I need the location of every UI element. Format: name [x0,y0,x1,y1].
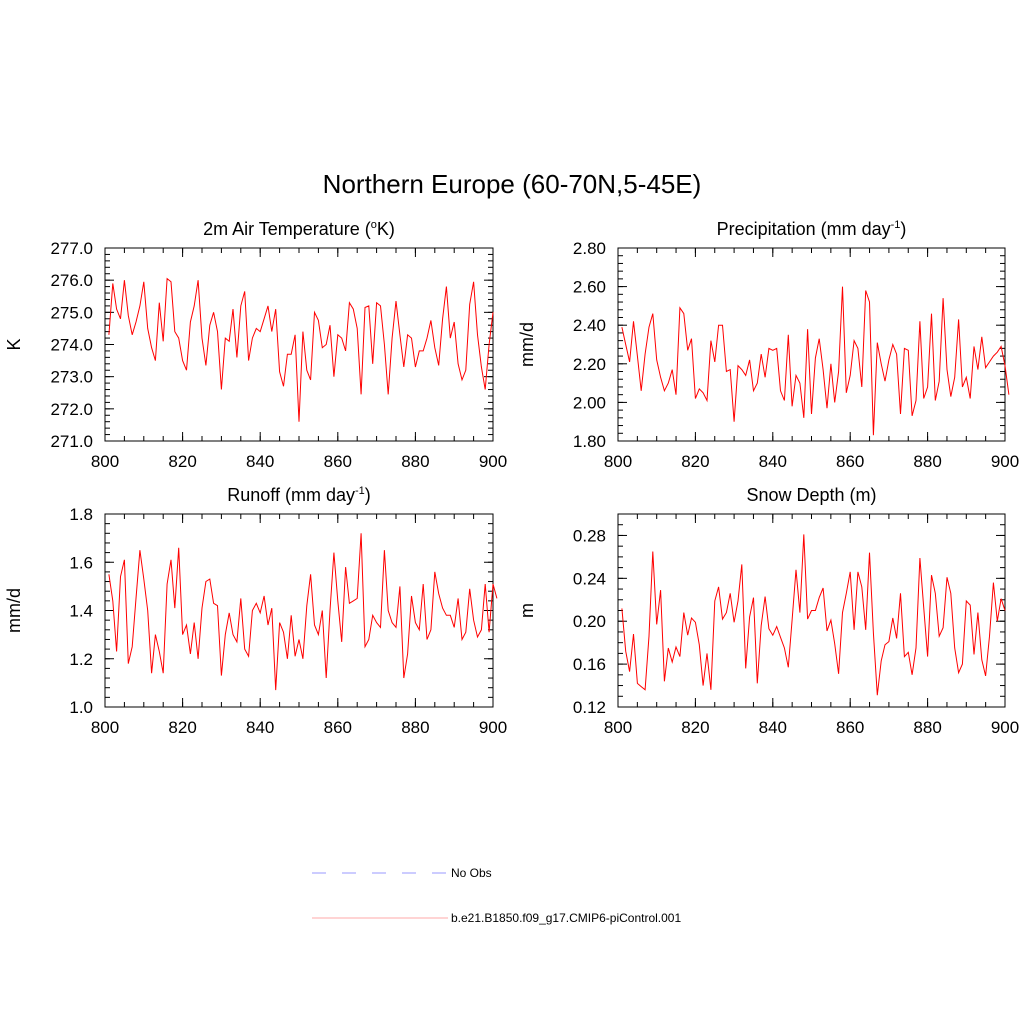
x-tick-label: 860 [324,718,352,737]
x-tick-label: 880 [401,452,429,471]
y-tick-label: 0.12 [573,698,606,717]
x-tick-label: 860 [324,452,352,471]
panel-temperature: 2m Air Temperature (oK) K 271.0 272.0 273.0 2… [4,219,507,471]
x-tick-label: 880 [913,718,941,737]
y-tick-label: 277.0 [50,239,93,258]
panel-snow-depth: Snow Depth (m) m 0.12 0.16 0.20 0.24 0.28 800 82… [517,485,1019,737]
y-tick-label: 271.0 [50,432,93,451]
legend: No Obs b.e21.B1850.f09_g17.CMIP6-piContr… [312,866,681,925]
x-tick-label: 840 [759,718,787,737]
x-tick-label: 800 [91,718,119,737]
y-tick-label: 272.0 [50,400,93,419]
y-tick-label: 2.80 [573,239,606,258]
panel-title: Precipitation (mm day-1) [717,219,907,239]
y-tick-label: 275.0 [50,303,93,322]
x-tick-label: 860 [836,452,864,471]
y-tick-label: 1.8 [69,505,93,524]
y-axis-label: m [517,603,537,618]
panel-title: 2m Air Temperature (oK) [203,219,395,239]
y-tick-label: 0.24 [573,569,606,588]
x-tick-label: 820 [681,452,709,471]
x-tick-label: 900 [479,718,507,737]
x-tick-label: 900 [991,452,1019,471]
y-tick-label: 0.28 [573,526,606,545]
x-tick-label: 820 [681,718,709,737]
y-tick-label: 2.20 [573,355,606,374]
series-line-temperature [108,277,494,422]
x-tick-label: 880 [401,718,429,737]
y-tick-label: 0.16 [573,655,606,674]
x-tick-label: 860 [836,718,864,737]
x-tick-label: 840 [759,452,787,471]
plot-frame [104,513,494,708]
y-tick-label: 2.40 [573,316,606,335]
y-tick-label: 276.0 [50,271,93,290]
series-line-precipitation [621,286,1010,436]
legend-no-obs-label: No Obs [451,866,492,880]
x-tick-label: 820 [168,452,196,471]
x-tick-label: 880 [913,452,941,471]
panel-title: Runoff (mm day-1) [227,485,371,505]
panel-title: Snow Depth (m) [746,485,876,505]
panel-runoff: Runoff (mm day-1) mm/d 1.0 1.2 1.4 1.6 1.8 800 8… [4,485,507,737]
y-tick-label: 0.20 [573,612,606,631]
y-tick-label: 273.0 [50,368,93,387]
x-tick-label: 900 [991,718,1019,737]
y-tick-label: 2.00 [573,393,606,412]
series-line-snow-depth [621,534,1006,696]
y-tick-label: 1.2 [69,650,93,669]
panel-precipitation: Precipitation (mm day-1) mm/d 1.80 2.00 2.20… [517,219,1019,471]
x-tick-label: 800 [604,718,632,737]
x-tick-label: 800 [604,452,632,471]
y-tick-label: 1.6 [69,553,93,572]
legend-model-label: b.e21.B1850.f09_g17.CMIP6-piControl.001 [451,911,681,925]
y-tick-label: 1.80 [573,432,606,451]
panels-container: 2m Air Temperature (oK) K 271.0 272.0 273.0 2… [4,219,1019,737]
figure-title: Northern Europe (60-70N,5-45E) [323,169,702,199]
y-tick-label: 1.4 [69,602,93,621]
y-tick-label: 1.0 [69,698,93,717]
y-tick-label: 2.60 [573,278,606,297]
series-line-runoff [108,533,498,691]
y-axis-label: K [4,338,24,350]
x-tick-label: 820 [168,718,196,737]
y-axis-label: mm/d [4,588,24,633]
x-tick-label: 840 [246,718,274,737]
x-tick-label: 800 [91,452,119,471]
y-axis-label: mm/d [517,322,537,367]
x-tick-label: 900 [479,452,507,471]
y-tick-label: 274.0 [50,336,93,355]
x-tick-label: 840 [246,452,274,471]
